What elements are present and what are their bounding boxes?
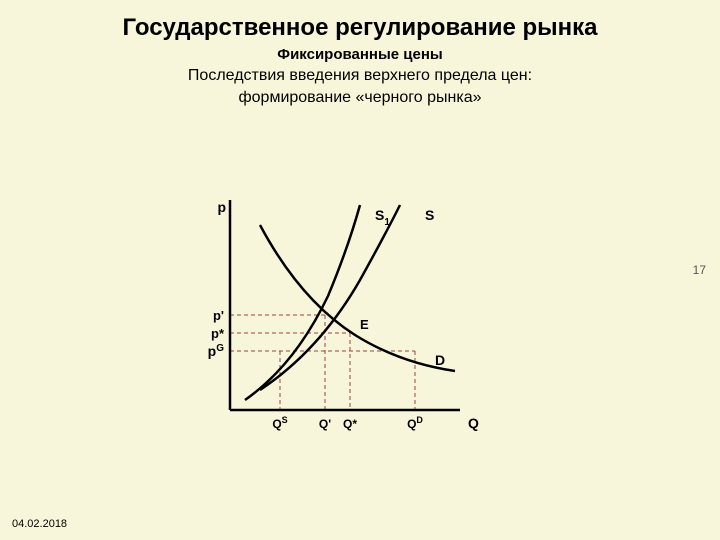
svg-text:E: E (360, 317, 369, 332)
svg-text:Q*: Q* (343, 417, 357, 431)
svg-text:S1: S1 (375, 207, 390, 228)
svg-text:p*: p* (211, 326, 225, 341)
svg-text:p': p' (213, 308, 224, 323)
svg-text:p: p (217, 199, 226, 215)
slide-title: Государственное регулирование рынка (0, 0, 720, 42)
subtitle-3: формирование «черного рынка» (0, 89, 720, 107)
svg-text:Q': Q' (319, 417, 331, 431)
subtitle-1: Фиксированные цены (0, 46, 720, 63)
svg-text:QD: QD (407, 415, 423, 431)
slide: Государственное регулирование рынка Фикс… (0, 0, 720, 540)
svg-text:QS: QS (272, 415, 287, 431)
supply-demand-chart: S S1 Dp Qp' p* pG QS Q' Q* QD E (200, 190, 520, 490)
svg-text:Q: Q (468, 415, 479, 431)
page-number: 17 (693, 263, 706, 277)
subtitle-2: Последствия введения верхнего предела це… (0, 67, 720, 85)
svg-text:pG: pG (208, 343, 225, 359)
date-label: 04.02.2018 (12, 518, 67, 530)
svg-text:D: D (435, 352, 445, 368)
svg-text:S: S (425, 207, 434, 223)
